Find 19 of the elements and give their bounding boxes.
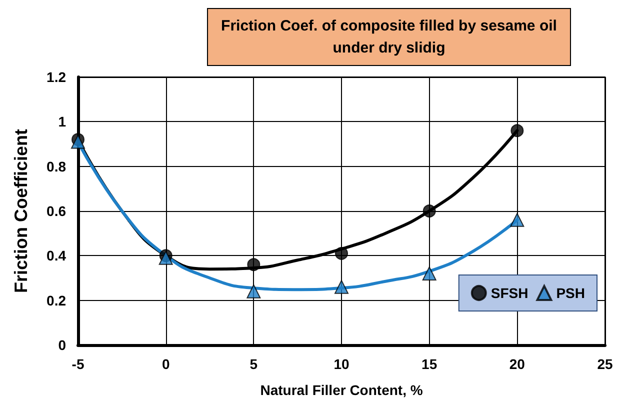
x-tick-label: 5	[250, 356, 258, 372]
y-tick-label: 0.4	[46, 248, 66, 264]
y-tick-label: 0.6	[46, 203, 66, 219]
y-tick-label: 0	[58, 337, 66, 353]
x-tick-label: 10	[334, 356, 350, 372]
y-tick-label: 1	[58, 114, 66, 130]
x-tick-label: 20	[509, 356, 526, 372]
y-tick-label: 0.2	[46, 292, 66, 308]
x-tick-label: 15	[422, 356, 438, 372]
legend-label: SFSH	[490, 285, 528, 301]
y-axis-title: Friction Coefficient	[11, 128, 31, 294]
x-axis-title: Natural Filler Content, %	[260, 382, 424, 398]
legend-label: PSH	[556, 285, 586, 301]
x-tick-label: -5	[72, 356, 84, 372]
x-tick-label: 25	[597, 356, 613, 372]
x-tick-label: 0	[162, 356, 170, 372]
y-tick-label: 1.2	[46, 69, 66, 85]
chart-title: Friction Coef. of composite filled by sesame oil under dry slidig	[221, 18, 557, 56]
y-tick-label: 0.8	[46, 158, 66, 174]
